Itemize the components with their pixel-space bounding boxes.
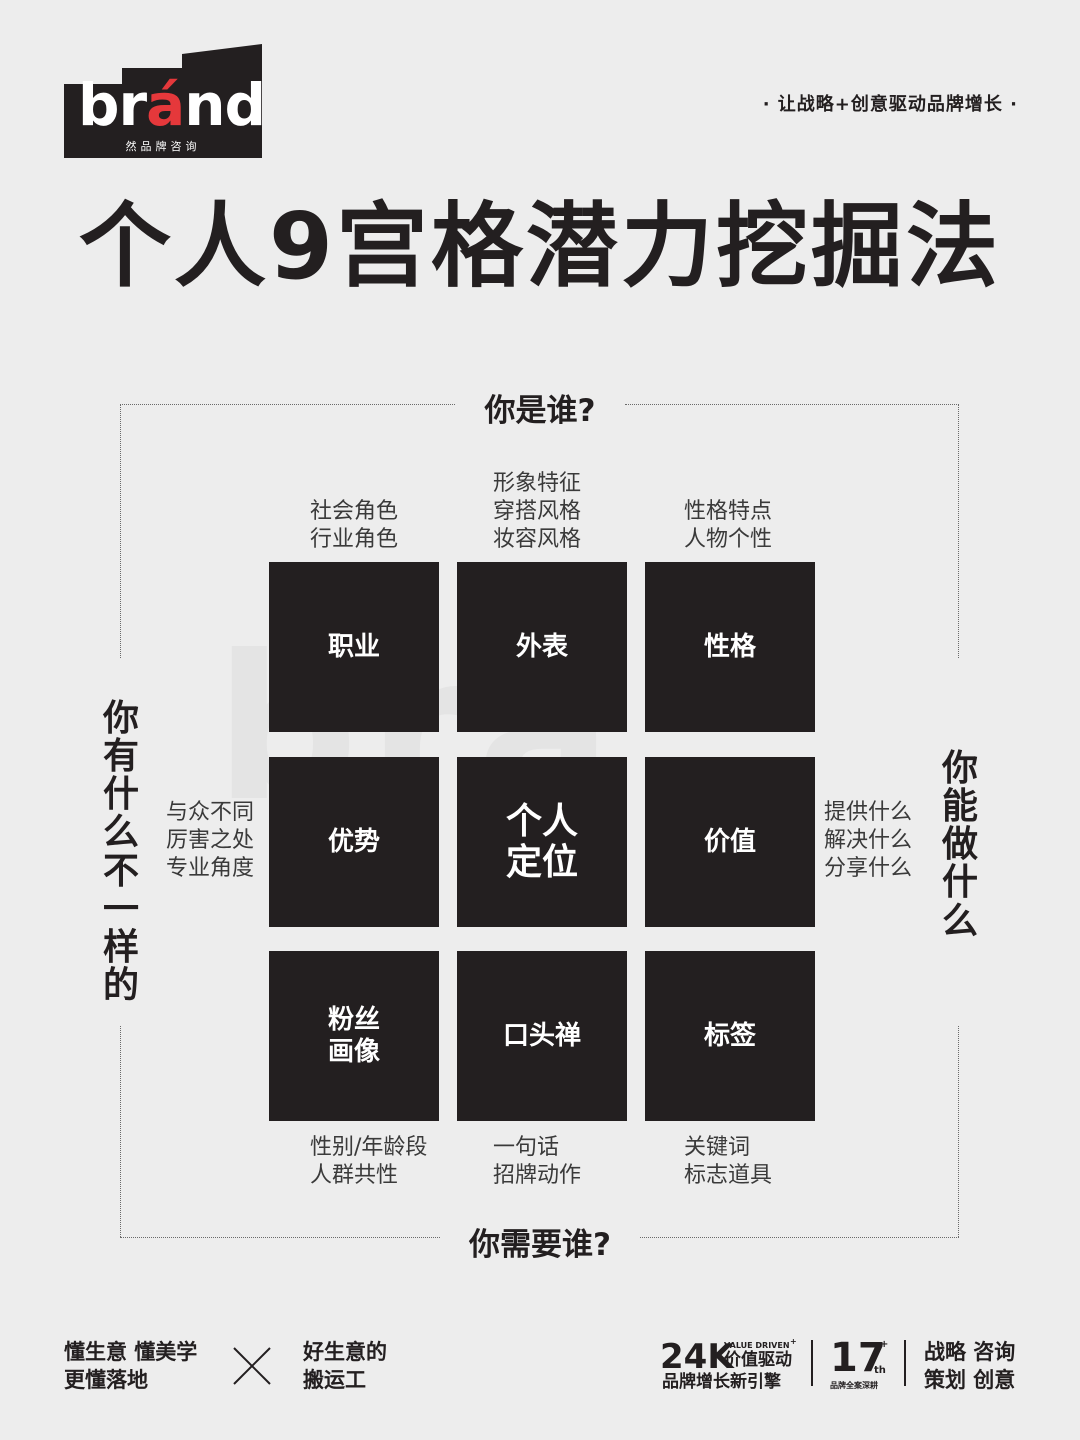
footer-line: 好生意的 (303, 1340, 387, 1364)
stat-plus-mark: + (790, 1337, 797, 1346)
hint-line: 厉害之处 (166, 828, 255, 853)
hint-tags: 关键词 标志道具 (684, 1134, 772, 1190)
footer-right-services: 战略 咨询 策划 创意 (924, 1338, 1015, 1394)
stat-17-number: 17 (830, 1335, 886, 1381)
logo-subtitle: 然品牌咨询 (125, 140, 201, 153)
hint-appearance: 形象特征 穿搭风格 妆容风格 (493, 470, 581, 554)
cell-label: 个人 定位 (505, 800, 578, 883)
hint-personality: 性格特点 人物个性 (684, 498, 772, 554)
frame-bottom-left-line (120, 1237, 440, 1238)
hint-line: 形象特征 (493, 471, 582, 496)
cross-icon (232, 1346, 272, 1390)
frame-bottom-right-line (640, 1237, 959, 1238)
logo-badge-shape (64, 44, 262, 158)
hint-line: 妆容风格 (493, 527, 582, 552)
hint-line: 标志道具 (684, 1163, 773, 1188)
hint-line: 关键词 (684, 1135, 751, 1160)
hint-fans: 性别/年龄段 人群共性 (310, 1134, 427, 1190)
stat-value-driven: VALUE DRIVEN (724, 1341, 790, 1350)
cell-label: 外表 (515, 631, 568, 662)
hint-line: 一句话 (493, 1135, 560, 1160)
hint-advantage: 与众不同 厉害之处 专业角度 (166, 799, 254, 883)
hint-line: 与众不同 (166, 800, 255, 825)
hint-catchphrase: 一句话 招牌动作 (493, 1134, 581, 1190)
cell-label: 价值 (703, 826, 756, 857)
hint-line: 专业角度 (166, 856, 255, 881)
question-bottom: 你需要谁? (469, 1227, 611, 1263)
question-right: 你能做什么 (941, 748, 978, 942)
grid-cell-advantage: 优势 (269, 757, 439, 927)
hint-line: 分享什么 (824, 856, 913, 881)
hint-line: 性别/年龄段 (310, 1135, 428, 1160)
frame-top-left-line (120, 404, 455, 405)
hint-line: 行业角色 (310, 527, 399, 552)
footer-line: 策划 创意 (924, 1368, 1016, 1392)
logo-wordmark: bránd (78, 71, 266, 139)
footer-line: 搬运工 (303, 1368, 366, 1392)
hint-line: 穿搭风格 (493, 499, 582, 524)
grid-cell-career: 职业 (269, 562, 439, 732)
cell-label: 标签 (703, 1020, 756, 1051)
stat-17-th: th (874, 1365, 886, 1376)
stat-17-label: 品牌全案深耕 (830, 1381, 878, 1390)
stat-24k-number: 24K (660, 1337, 734, 1377)
footer-divider (811, 1340, 813, 1386)
hint-line: 人物个性 (684, 527, 773, 552)
hint-value: 提供什么 解决什么 分享什么 (824, 799, 912, 883)
grid-cell-appearance: 外表 (457, 562, 627, 732)
footer-mid-slogan: 好生意的 搬运工 (303, 1338, 387, 1394)
footer-divider (904, 1340, 906, 1386)
grid-cell-tags: 标签 (645, 951, 815, 1121)
question-top: 你是谁? (484, 393, 596, 429)
footer-line: 更懂落地 (64, 1368, 148, 1392)
hint-line: 提供什么 (824, 800, 913, 825)
grid-cell-positioning: 个人 定位 (457, 757, 627, 927)
page-title: 个人9宫格潜力挖掘法 (78, 193, 1001, 300)
footer-line: 懂生意 懂美学 (64, 1340, 198, 1364)
hint-line: 招牌动作 (493, 1163, 582, 1188)
cell-label: 粉丝 画像 (327, 1004, 380, 1068)
stat-17-plus: + (880, 1339, 889, 1350)
brand-logo: bránd 然品牌咨询 (64, 44, 266, 158)
hint-line: 人群共性 (310, 1163, 399, 1188)
footer-left-slogan: 懂生意 懂美学 更懂落地 (64, 1338, 197, 1394)
logo-accent-letter: á (146, 71, 185, 139)
stat-value-label: 价值驱动 (724, 1350, 792, 1370)
cell-label: 职业 (327, 631, 380, 662)
grid-cell-catchphrase: 口头禅 (457, 951, 627, 1121)
tagline: · 让战略+创意驱动品牌增长 · (762, 94, 1018, 115)
cell-label: 性格 (703, 631, 756, 662)
hint-career: 社会角色 行业角色 (310, 498, 398, 554)
cell-label: 优势 (327, 826, 380, 857)
grid-cell-value: 价值 (645, 757, 815, 927)
grid-cell-personality: 性格 (645, 562, 815, 732)
frame-right-top-line (958, 404, 959, 658)
hint-line: 社会角色 (310, 499, 399, 524)
grid-cell-fans: 粉丝 画像 (269, 951, 439, 1121)
footer-line: 战略 咨询 (924, 1340, 1016, 1364)
stat-engine-label: 品牌增长新引擎 (662, 1372, 781, 1392)
question-left: 你有什么不一样的 (102, 698, 139, 1007)
frame-left-bottom-line (120, 1026, 121, 1237)
frame-top-right-line (625, 404, 959, 405)
frame-left-top-line (120, 404, 121, 658)
frame-right-bottom-line (958, 1026, 959, 1237)
hint-line: 解决什么 (824, 828, 913, 853)
cell-label: 口头禅 (502, 1020, 581, 1051)
hint-line: 性格特点 (684, 499, 773, 524)
